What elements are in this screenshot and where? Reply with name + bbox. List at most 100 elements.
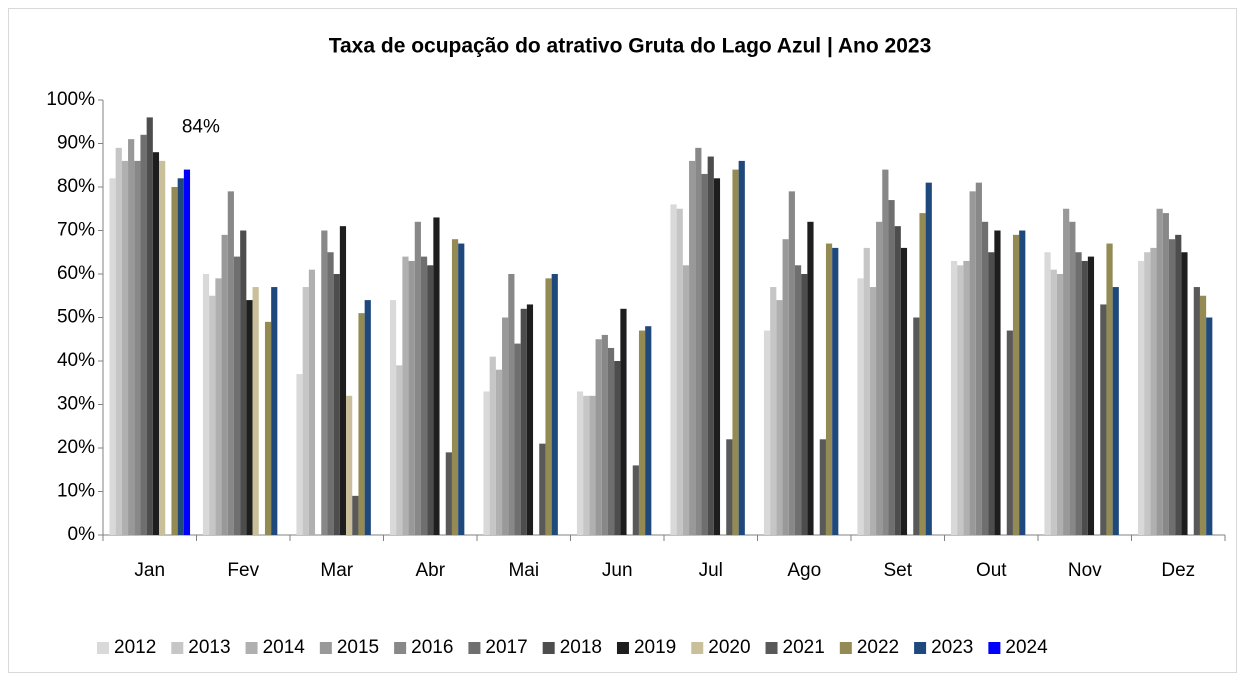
bar xyxy=(358,313,365,535)
legend-swatch xyxy=(616,642,629,654)
bar xyxy=(171,187,178,535)
legend-label: 2024 xyxy=(1005,637,1048,658)
bar xyxy=(1087,256,1095,535)
y-tick-label: 10% xyxy=(57,481,95,502)
bar xyxy=(583,395,590,535)
x-tick-label: Set xyxy=(883,560,912,581)
y-tick-label: 40% xyxy=(57,350,95,371)
bar xyxy=(1112,287,1119,535)
legend-label: 2022 xyxy=(857,637,899,658)
bar xyxy=(969,191,976,535)
bar xyxy=(726,439,733,535)
bar xyxy=(451,239,459,535)
legend-label: 2014 xyxy=(263,637,306,658)
bar xyxy=(1206,317,1213,535)
legend-label: 2019 xyxy=(634,637,676,658)
bar xyxy=(1063,208,1070,535)
bar xyxy=(221,234,228,535)
bar xyxy=(302,287,309,535)
bar xyxy=(869,287,877,535)
bar xyxy=(427,265,434,535)
x-tick-label: Jan xyxy=(134,560,165,581)
bar xyxy=(233,256,241,535)
bar xyxy=(876,221,883,536)
bar xyxy=(957,265,964,535)
bar xyxy=(483,391,490,535)
bar xyxy=(738,160,745,535)
bar xyxy=(732,169,739,535)
bar xyxy=(152,152,160,535)
legend-label: 2013 xyxy=(188,637,230,658)
bar xyxy=(551,274,558,535)
bar xyxy=(420,256,428,535)
legend-swatch xyxy=(468,642,481,654)
bar xyxy=(988,252,995,535)
bar xyxy=(788,191,795,535)
bar xyxy=(1081,260,1088,535)
bar xyxy=(701,173,708,535)
bar xyxy=(414,221,421,536)
bar xyxy=(364,300,371,535)
bar xyxy=(589,395,596,535)
legend-label: 2023 xyxy=(931,637,973,658)
x-tick-label: Jun xyxy=(602,560,633,581)
bar xyxy=(1100,304,1107,535)
bar xyxy=(121,160,129,535)
bar xyxy=(981,221,989,536)
legend-label: 2015 xyxy=(337,637,379,658)
bar xyxy=(1019,230,1026,535)
bar xyxy=(1012,234,1020,535)
bar xyxy=(539,443,546,535)
x-tick-label: Dez xyxy=(1161,560,1195,581)
bar xyxy=(695,147,702,535)
bar xyxy=(632,465,639,535)
bar xyxy=(1106,243,1113,536)
bar xyxy=(713,178,721,536)
bar xyxy=(676,208,683,535)
bar xyxy=(209,295,216,535)
bar xyxy=(134,160,141,535)
bar xyxy=(601,334,608,535)
legend-label: 2016 xyxy=(411,637,453,658)
bar xyxy=(327,252,334,535)
x-tick-label: Jul xyxy=(699,560,723,581)
bar xyxy=(782,239,789,535)
bar xyxy=(115,147,122,535)
bar xyxy=(645,326,652,535)
bar xyxy=(900,247,908,535)
y-tick-label: 60% xyxy=(57,263,95,284)
y-tick-label: 70% xyxy=(57,220,95,241)
bar xyxy=(638,330,646,535)
y-tick-label: 80% xyxy=(57,176,95,197)
legend-swatch xyxy=(97,642,109,654)
bar xyxy=(458,243,465,536)
bar xyxy=(159,160,166,535)
bar xyxy=(402,256,409,535)
bar xyxy=(1050,269,1057,535)
bar xyxy=(1150,247,1157,535)
bar xyxy=(925,182,932,535)
bar xyxy=(776,300,783,535)
legend-swatch xyxy=(171,642,184,654)
x-tick-label: Ago xyxy=(787,560,821,581)
y-tick-label: 0% xyxy=(68,524,96,545)
bar xyxy=(825,243,833,536)
y-tick-label: 20% xyxy=(57,437,95,458)
bar xyxy=(801,274,808,535)
bar xyxy=(109,178,116,536)
x-tick-label: Mar xyxy=(320,560,353,581)
bar xyxy=(333,274,340,535)
bar xyxy=(396,365,403,535)
bar xyxy=(913,317,920,535)
bar xyxy=(975,182,982,535)
bar xyxy=(689,160,696,535)
x-tick-label: Out xyxy=(976,560,1007,581)
bar xyxy=(614,361,621,535)
legend-swatch xyxy=(542,642,555,654)
bar xyxy=(682,265,690,535)
bar xyxy=(177,178,184,536)
bar xyxy=(1069,221,1076,536)
bar xyxy=(919,213,926,535)
bar xyxy=(1181,252,1188,535)
